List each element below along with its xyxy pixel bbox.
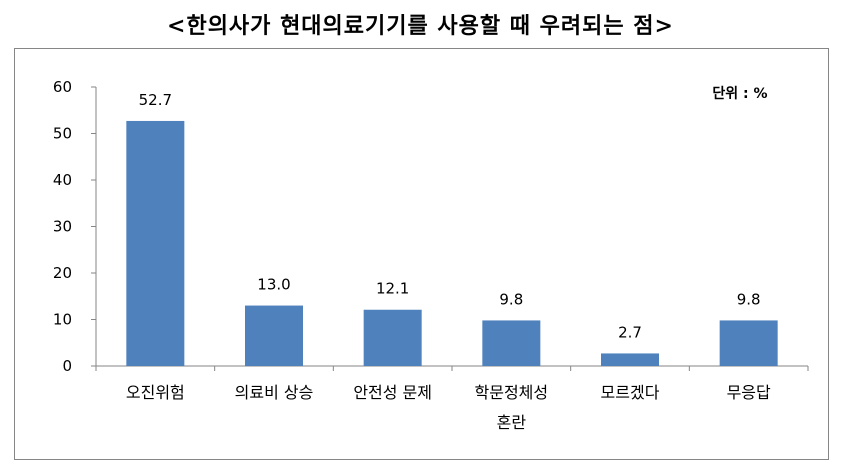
y-tick-label: 0 bbox=[62, 357, 72, 375]
y-axis: 0 10 20 30 40 50 60 bbox=[53, 78, 809, 375]
chart-frame bbox=[14, 48, 829, 460]
x-tick-label: 혼란 bbox=[497, 413, 527, 432]
bar bbox=[363, 309, 422, 366]
value-labels: 52.7 13.0 12.1 9.8 2.7 9.8 bbox=[139, 91, 761, 342]
data-label: 9.8 bbox=[737, 290, 761, 308]
bar bbox=[719, 320, 778, 366]
x-tick-label: 무응답 bbox=[727, 383, 771, 402]
unit-label: 단위 : % bbox=[712, 85, 767, 102]
data-label: 9.8 bbox=[499, 290, 523, 308]
data-label: 2.7 bbox=[618, 323, 642, 341]
y-tick-label: 20 bbox=[53, 264, 72, 282]
bars bbox=[126, 120, 778, 366]
bar bbox=[482, 320, 541, 366]
bar bbox=[126, 120, 185, 366]
x-tick-label: 학문정체성 bbox=[475, 383, 549, 402]
y-tick-label: 50 bbox=[53, 125, 72, 143]
y-tick-label: 30 bbox=[53, 218, 72, 236]
chart-title: <한의사가 현대의료기기를 사용할 때 우려되는 점> bbox=[167, 13, 674, 39]
x-tick-label: 의료비 상승 bbox=[235, 383, 314, 402]
y-tick-label: 60 bbox=[53, 78, 72, 96]
x-tick-label: 모르겠다 bbox=[601, 383, 660, 402]
data-label: 52.7 bbox=[139, 91, 172, 109]
data-label: 13.0 bbox=[257, 276, 290, 294]
x-tick-label: 안전성 문제 bbox=[353, 383, 432, 402]
y-tick-label: 40 bbox=[53, 171, 72, 189]
x-tick-label: 오진위험 bbox=[126, 383, 185, 402]
bar bbox=[601, 353, 659, 366]
data-label: 12.1 bbox=[376, 280, 409, 298]
y-tick-label: 10 bbox=[53, 311, 72, 329]
bar bbox=[245, 305, 303, 366]
